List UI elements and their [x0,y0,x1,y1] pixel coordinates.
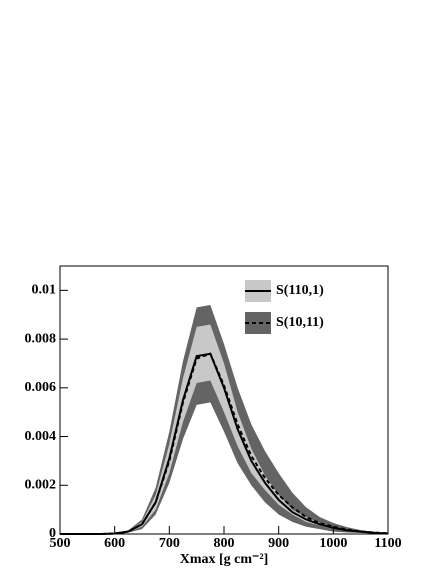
x-tick-label: 800 [214,536,235,551]
y-tick-label: 0.006 [25,380,57,395]
x-tick-label: 500 [50,536,71,551]
x-tick-label: 600 [104,536,125,551]
error-band [60,304,388,534]
y-tick-label: 0.01 [32,283,57,298]
error-band [60,324,388,534]
x-tick-label: 700 [159,536,180,551]
y-tick-label: 0.004 [25,429,57,444]
y-tick-label: 0.008 [25,331,57,346]
x-axis-label: Xmax [g cm⁻²] [180,552,269,567]
legend-swatch [245,312,271,334]
y-tick-label: 0.002 [25,477,57,492]
x-tick-label: 1000 [319,536,347,551]
legend-label: S(110,1) [276,283,324,298]
x-tick-label: 1100 [374,536,401,551]
y-tick-label: 0 [49,526,56,541]
line [60,352,389,535]
legend-label: S(10,11) [276,315,324,330]
x-tick-label: 900 [268,536,289,551]
